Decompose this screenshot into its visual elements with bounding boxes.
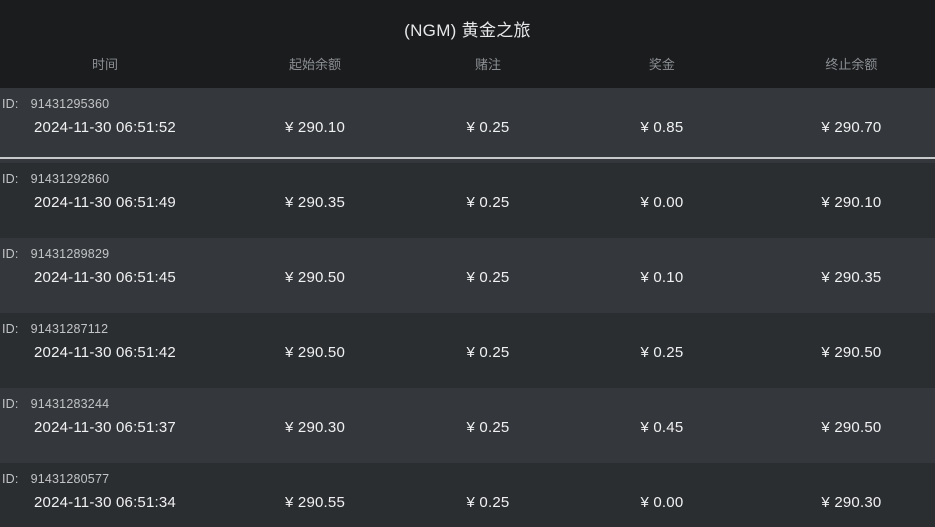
row-id: ID: 91431280577 xyxy=(0,471,935,487)
row-id: ID: 91431289829 xyxy=(0,246,935,262)
row-values: 2024-11-30 06:51:37 ¥ 290.30 ¥ 0.25 ¥ 0.45 ¥… xyxy=(0,417,935,438)
cell-bet: ¥ 0.25 xyxy=(466,119,510,136)
cell-prize: ¥ 0.10 xyxy=(640,269,684,286)
row-id-label: ID: xyxy=(2,472,19,486)
table-row: ID: 91431292860 2024-11-30 06:51:49 ¥ 290.3… xyxy=(0,163,935,238)
row-values: 2024-11-30 06:51:49 ¥ 290.35 ¥ 0.25 ¥ 0.00 ¥… xyxy=(0,192,935,213)
row-id-label: ID: xyxy=(2,172,19,186)
row-id-value: 91431292860 xyxy=(30,172,110,186)
cell-start-balance: ¥ 290.50 xyxy=(285,269,345,286)
table-row: ID: 91431280577 2024-11-30 06:51:34 ¥ 290.5… xyxy=(0,463,935,527)
cell-bet: ¥ 0.25 xyxy=(466,419,510,436)
cell-time: 2024-11-30 06:51:37 xyxy=(34,419,176,436)
cell-bet: ¥ 0.25 xyxy=(466,269,510,286)
rows-container: ID: 91431295360 2024-11-30 06:51:52 ¥ 290.1… xyxy=(0,88,935,527)
cell-time: 2024-11-30 06:51:42 xyxy=(34,344,176,361)
column-headers: 时间 起始余额 赌注 奖金 终止余额 xyxy=(0,52,935,78)
row-id-label: ID: xyxy=(2,247,19,261)
row-id: ID: 91431292860 xyxy=(0,171,935,187)
table-row: ID: 91431287112 2024-11-30 06:51:42 ¥ 290.5… xyxy=(0,313,935,388)
row-id: ID: 91431295360 xyxy=(0,96,935,112)
cell-bet: ¥ 0.25 xyxy=(466,494,510,511)
cell-prize: ¥ 0.25 xyxy=(640,344,684,361)
panel-header: (NGM) 黄金之旅 时间 起始余额 赌注 奖金 终止余额 xyxy=(0,0,935,88)
column-header-end-balance: 终止余额 xyxy=(825,57,878,72)
cell-time: 2024-11-30 06:51:45 xyxy=(34,269,176,286)
cell-end-balance: ¥ 290.10 xyxy=(821,194,882,211)
cell-prize: ¥ 0.85 xyxy=(640,119,684,136)
column-header-time: 时间 xyxy=(91,57,118,72)
cell-bet: ¥ 0.25 xyxy=(466,194,510,211)
table-row: ID: 91431289829 2024-11-30 06:51:45 ¥ 290.5… xyxy=(0,238,935,313)
row-id-label: ID: xyxy=(2,397,19,411)
row-values: 2024-11-30 06:51:45 ¥ 290.50 ¥ 0.25 ¥ 0.10 ¥… xyxy=(0,267,935,288)
cell-start-balance: ¥ 290.10 xyxy=(285,119,345,136)
cell-bet: ¥ 0.25 xyxy=(466,344,510,361)
cell-start-balance: ¥ 290.50 xyxy=(285,344,345,361)
cell-end-balance: ¥ 290.50 xyxy=(821,344,882,361)
row-values: 2024-11-30 06:51:34 ¥ 290.55 ¥ 0.25 ¥ 0.00 ¥… xyxy=(0,492,935,513)
row-id-value: 91431287112 xyxy=(30,322,109,336)
cell-start-balance: ¥ 290.30 xyxy=(285,419,345,436)
cell-time: 2024-11-30 06:51:52 xyxy=(34,119,176,136)
cell-end-balance: ¥ 290.35 xyxy=(821,269,882,286)
cell-prize: ¥ 0.45 xyxy=(640,419,684,436)
row-id-value: 91431295360 xyxy=(30,97,110,111)
row-values: 2024-11-30 06:51:42 ¥ 290.50 ¥ 0.25 ¥ 0.25 ¥… xyxy=(0,342,935,363)
cell-end-balance: ¥ 290.50 xyxy=(821,419,882,436)
column-header-prize: 奖金 xyxy=(648,57,675,72)
row-id-value: 91431283244 xyxy=(30,397,110,411)
cell-prize: ¥ 0.00 xyxy=(640,494,684,511)
game-title: (NGM) 黄金之旅 xyxy=(404,21,531,40)
row-values: 2024-11-30 06:51:52 ¥ 290.10 ¥ 0.25 ¥ 0.85 ¥… xyxy=(0,117,935,138)
row-id: ID: 91431283244 xyxy=(0,396,935,412)
cell-end-balance: ¥ 290.30 xyxy=(821,494,882,511)
row-id-value: 91431280577 xyxy=(30,472,110,486)
table-row: ID: 91431295360 2024-11-30 06:51:52 ¥ 290.1… xyxy=(0,88,935,163)
cell-start-balance: ¥ 290.55 xyxy=(285,494,345,511)
row-id-value: 91431289829 xyxy=(30,247,110,261)
column-header-bet: 赌注 xyxy=(474,57,501,72)
table-row: ID: 91431283244 2024-11-30 06:51:37 ¥ 290.3… xyxy=(0,388,935,463)
row-id-label: ID: xyxy=(2,97,19,111)
cell-time: 2024-11-30 06:51:49 xyxy=(34,194,176,211)
column-header-start-balance: 起始余额 xyxy=(288,57,341,72)
cell-end-balance: ¥ 290.70 xyxy=(821,119,882,136)
cell-start-balance: ¥ 290.35 xyxy=(285,194,345,211)
cell-time: 2024-11-30 06:51:34 xyxy=(34,494,176,511)
row-id: ID: 91431287112 xyxy=(0,321,935,337)
cell-prize: ¥ 0.00 xyxy=(640,194,684,211)
row-id-label: ID: xyxy=(2,322,19,336)
